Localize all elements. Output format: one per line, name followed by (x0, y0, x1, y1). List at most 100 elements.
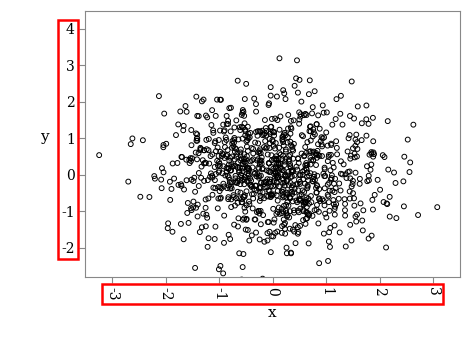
Point (180, 123, 188, 129)
Point (241, 205, 248, 211)
Point (203, 215, 211, 220)
Point (226, 180, 234, 185)
Point (307, 155, 314, 160)
Point (341, 196, 348, 202)
Point (325, 239, 333, 244)
Point (164, 220, 172, 226)
Point (256, 159, 264, 165)
Point (319, 103, 327, 108)
Point (321, 173, 329, 179)
Point (244, 165, 252, 171)
Point (267, 184, 274, 189)
Point (236, 165, 244, 171)
Point (358, 218, 366, 223)
Point (237, 172, 245, 178)
Point (219, 122, 227, 127)
Point (244, 133, 251, 139)
Point (241, 159, 248, 165)
Point (368, 151, 375, 157)
Point (277, 161, 284, 167)
Point (223, 121, 230, 127)
Point (318, 142, 326, 147)
Point (260, 179, 268, 185)
Point (274, 170, 282, 176)
Point (325, 200, 333, 205)
Point (266, 179, 273, 185)
Point (316, 126, 323, 132)
Point (292, 181, 300, 187)
Point (280, 203, 288, 209)
Point (215, 196, 222, 201)
Point (230, 140, 238, 146)
Point (280, 168, 287, 174)
Point (182, 157, 190, 163)
Point (281, 162, 288, 168)
Point (285, 153, 293, 159)
Point (224, 118, 232, 124)
Point (241, 96, 249, 102)
Point (200, 97, 207, 102)
Point (265, 102, 273, 108)
Point (344, 149, 351, 154)
Point (221, 144, 229, 150)
Point (202, 113, 210, 118)
Point (273, 173, 280, 179)
Point (310, 126, 317, 132)
Point (243, 216, 250, 222)
Point (174, 122, 182, 127)
Point (219, 151, 226, 156)
Point (276, 55, 283, 61)
Point (353, 132, 360, 137)
Point (301, 153, 308, 158)
Point (271, 155, 279, 161)
Point (303, 174, 311, 180)
Point (294, 224, 301, 230)
Point (272, 170, 280, 176)
Point (283, 192, 291, 197)
Point (221, 155, 228, 161)
Point (299, 133, 307, 139)
Point (180, 236, 187, 242)
Point (288, 169, 295, 175)
Point (170, 176, 178, 181)
Point (265, 180, 273, 186)
Point (267, 93, 274, 98)
Point (294, 90, 301, 95)
Point (213, 158, 221, 164)
Point (313, 173, 321, 179)
Point (287, 131, 294, 137)
Point (220, 240, 228, 246)
Point (297, 111, 305, 117)
Point (256, 147, 264, 152)
Point (241, 120, 248, 126)
Point (313, 202, 321, 208)
Point (284, 212, 292, 218)
Point (216, 163, 224, 169)
Point (241, 127, 249, 132)
Point (241, 192, 249, 198)
Point (313, 182, 320, 188)
Point (315, 260, 323, 266)
Point (160, 111, 168, 116)
Point (241, 209, 249, 214)
Point (281, 91, 288, 96)
Point (266, 177, 273, 182)
Point (283, 245, 290, 251)
Point (320, 198, 328, 204)
Point (321, 203, 328, 208)
Point (196, 147, 204, 153)
Point (349, 146, 357, 151)
Point (228, 154, 236, 159)
Point (195, 183, 202, 189)
Point (188, 177, 195, 182)
Point (269, 234, 277, 239)
Point (273, 180, 281, 185)
Point (214, 144, 221, 150)
Point (254, 128, 262, 134)
Point (256, 162, 264, 168)
Point (365, 173, 373, 179)
Point (305, 212, 313, 218)
Point (349, 178, 357, 184)
Point (370, 149, 377, 155)
Point (330, 181, 338, 187)
